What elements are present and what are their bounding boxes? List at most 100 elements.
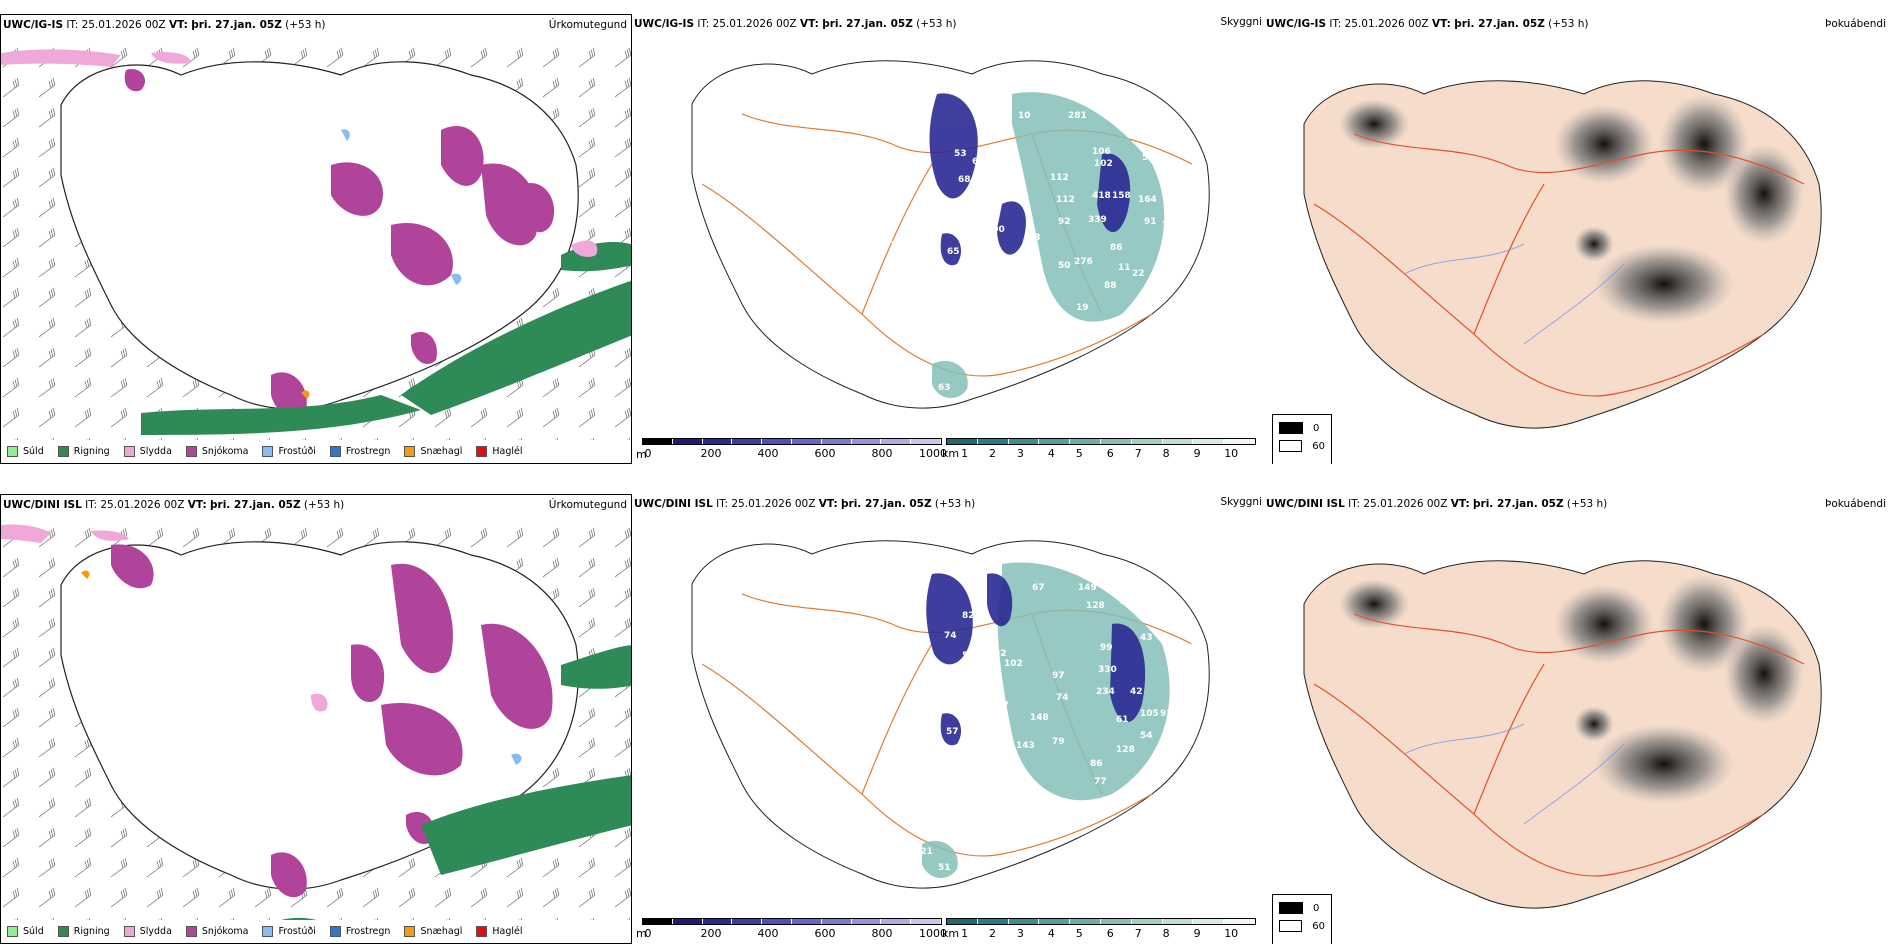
ceiling-label: 64 — [1064, 331, 1077, 341]
ceiling-label: 54 — [1142, 153, 1155, 163]
ceiling-label: 148 — [1030, 713, 1049, 723]
ceiling-colorbar: m 0 200 400 600 800 1000 — [636, 918, 947, 941]
ceiling-label: 281 — [1068, 111, 1087, 121]
ceiling-label: 68 — [958, 175, 971, 185]
ceiling-label: 67 — [1064, 809, 1077, 819]
ceiling-label: 65 — [964, 715, 977, 725]
legend-item: Snæhagl — [404, 925, 462, 937]
precip-panel-row2: UWC/DINI ISL IT: 25.01.2026 00Z VT: þri.… — [0, 494, 632, 944]
ceiling-label: 52 — [962, 651, 975, 661]
fog-map — [1303, 560, 1822, 909]
fog-road-network — [1313, 613, 1805, 877]
colorbar-strip — [642, 918, 942, 925]
ceiling-label: 158 — [1112, 191, 1131, 201]
ceiling-label: 19 — [1076, 303, 1089, 313]
legend-item: Snæhagl — [404, 445, 462, 457]
colorbar-strip — [946, 918, 1256, 925]
fog-areas — [1339, 574, 1804, 804]
ceiling-label: 53 — [954, 149, 967, 159]
ceiling-label: 20 — [1120, 597, 1133, 607]
ceiling-label: 91 — [1144, 217, 1157, 227]
ceiling-label: 105 — [1140, 709, 1159, 719]
ceiling-label: 87 — [1018, 263, 1031, 273]
ceiling-label: 234 — [1096, 687, 1115, 697]
ceiling-label: 51 — [938, 863, 951, 873]
ceiling-label: 237 — [990, 701, 1009, 711]
legend-swatch — [7, 445, 18, 457]
ceiling-label: 65 — [947, 247, 960, 257]
ceiling-label: 42 — [1130, 687, 1143, 697]
ceiling-label: 418 — [1092, 191, 1111, 201]
legend-swatch — [329, 445, 341, 457]
panel-header: UWC/DINI ISL IT: 25.01.2026 00Z VT: þri.… — [634, 498, 976, 510]
visibility-colorbar: km 1 2 3 4 5 6 7 8 9 10 — [942, 438, 1256, 461]
panel-header: UWC/IG-IS IT: 25.01.2026 00Z VT: þri. 27… — [634, 18, 957, 30]
ceiling-number-labels: 288 87 74 82 52 92 102 67 248 149 128 20… — [744, 561, 1193, 873]
cloud-panel-row2: UWC/DINI ISL IT: 25.01.2026 00Z VT: þri.… — [632, 494, 1264, 944]
fog-swatch — [1279, 920, 1303, 932]
ceiling-label: 276 — [1074, 257, 1093, 267]
fog-legend-row: 0 — [1279, 899, 1325, 917]
graupel-areas — [81, 570, 90, 579]
ceiling-label: 149 — [1078, 583, 1097, 593]
precip-panel-row1: UWC/IG-IS IT: 25.01.2026 00Z VT: þri. 27… — [0, 14, 632, 464]
legend-swatch — [123, 445, 135, 457]
colorbar-strip — [642, 438, 942, 445]
legend-swatch — [185, 445, 197, 457]
legend-swatch — [185, 925, 197, 937]
legend-swatch — [404, 925, 416, 937]
legend-item: Frostregn — [329, 445, 390, 457]
ceiling-label: 200 — [986, 225, 1005, 235]
cloud-panel-row1: UWC/IG-IS IT: 25.01.2026 00Z VT: þri. 27… — [632, 14, 1264, 464]
ceiling-label: 99 — [1100, 643, 1113, 653]
ceiling-label: 74 — [944, 631, 957, 641]
panel-title: Þokuábendi — [1825, 498, 1886, 510]
ceiling-label: 16 — [1180, 643, 1193, 653]
precip-map — [1, 519, 631, 935]
legend-item: Haglél — [476, 925, 523, 937]
ceiling-label: 102 — [1004, 659, 1023, 669]
precip-map — [1, 39, 631, 441]
fog-panel-row1: UWC/IG-IS IT: 25.01.2026 00Z VT: þri. 27… — [1264, 14, 1900, 464]
legend-swatch — [57, 445, 69, 457]
panel-title: Skyggni — [1220, 496, 1263, 508]
ceiling-label: 112 — [1050, 173, 1069, 183]
ceiling-label: 79 — [1052, 737, 1065, 747]
ceiling-label: 117 — [890, 723, 909, 733]
ceiling-label: 71 — [960, 239, 973, 249]
legend-swatch — [262, 925, 274, 937]
fog-legend: 0 60 — [1272, 414, 1332, 464]
ceiling-label: 57 — [946, 727, 959, 737]
legend-swatch — [329, 925, 341, 937]
ceiling-label: 97 — [1052, 671, 1065, 681]
panel-header: UWC/DINI ISL IT: 25.01.2026 00Z VT: þri.… — [3, 499, 345, 511]
legend-swatch — [476, 925, 488, 937]
rain-areas — [141, 242, 631, 435]
legend-item: Súld — [7, 445, 44, 457]
snow-areas — [124, 69, 555, 418]
ceiling-label: 112 — [1056, 195, 1075, 205]
ceiling-visibility-map: 53 69 68 69 79 61 30 10 281 106 102 54 1… — [691, 60, 1210, 409]
ceiling-label: 50 — [1058, 261, 1071, 271]
precip-legend: Súld Rigning Slydda Snjókoma Frostúði Fr… — [1, 920, 631, 942]
ceiling-label: 77 — [1162, 173, 1175, 183]
legend-swatch — [476, 445, 488, 457]
legend-item: Snjókoma — [185, 445, 248, 457]
ceiling-label: 92 — [1058, 217, 1071, 227]
ceiling-label: 330 — [1098, 665, 1117, 675]
colorbar-ticks: km 1 2 3 4 5 6 7 8 9 10 — [942, 927, 1239, 940]
ceiling-label: 248 — [1078, 569, 1097, 579]
ceiling-label: 69 — [964, 193, 977, 203]
fog-map — [1303, 80, 1822, 429]
fog-legend-row: 0 — [1279, 419, 1325, 437]
ceiling-label: 128 — [1116, 745, 1135, 755]
ceiling-label: 106 — [1092, 147, 1111, 157]
fog-legend-row: 60 — [1279, 917, 1325, 935]
river-network — [1403, 723, 1625, 825]
panel-header: UWC/IG-IS IT: 25.01.2026 00Z VT: þri. 27… — [1266, 18, 1589, 30]
freezing-drizzle-areas — [341, 129, 462, 285]
ceiling-label: 22 — [1172, 657, 1185, 667]
legend-item: Súld — [7, 925, 44, 937]
panel-title: Þokuábendi — [1825, 18, 1886, 30]
legend-swatch — [404, 445, 416, 457]
